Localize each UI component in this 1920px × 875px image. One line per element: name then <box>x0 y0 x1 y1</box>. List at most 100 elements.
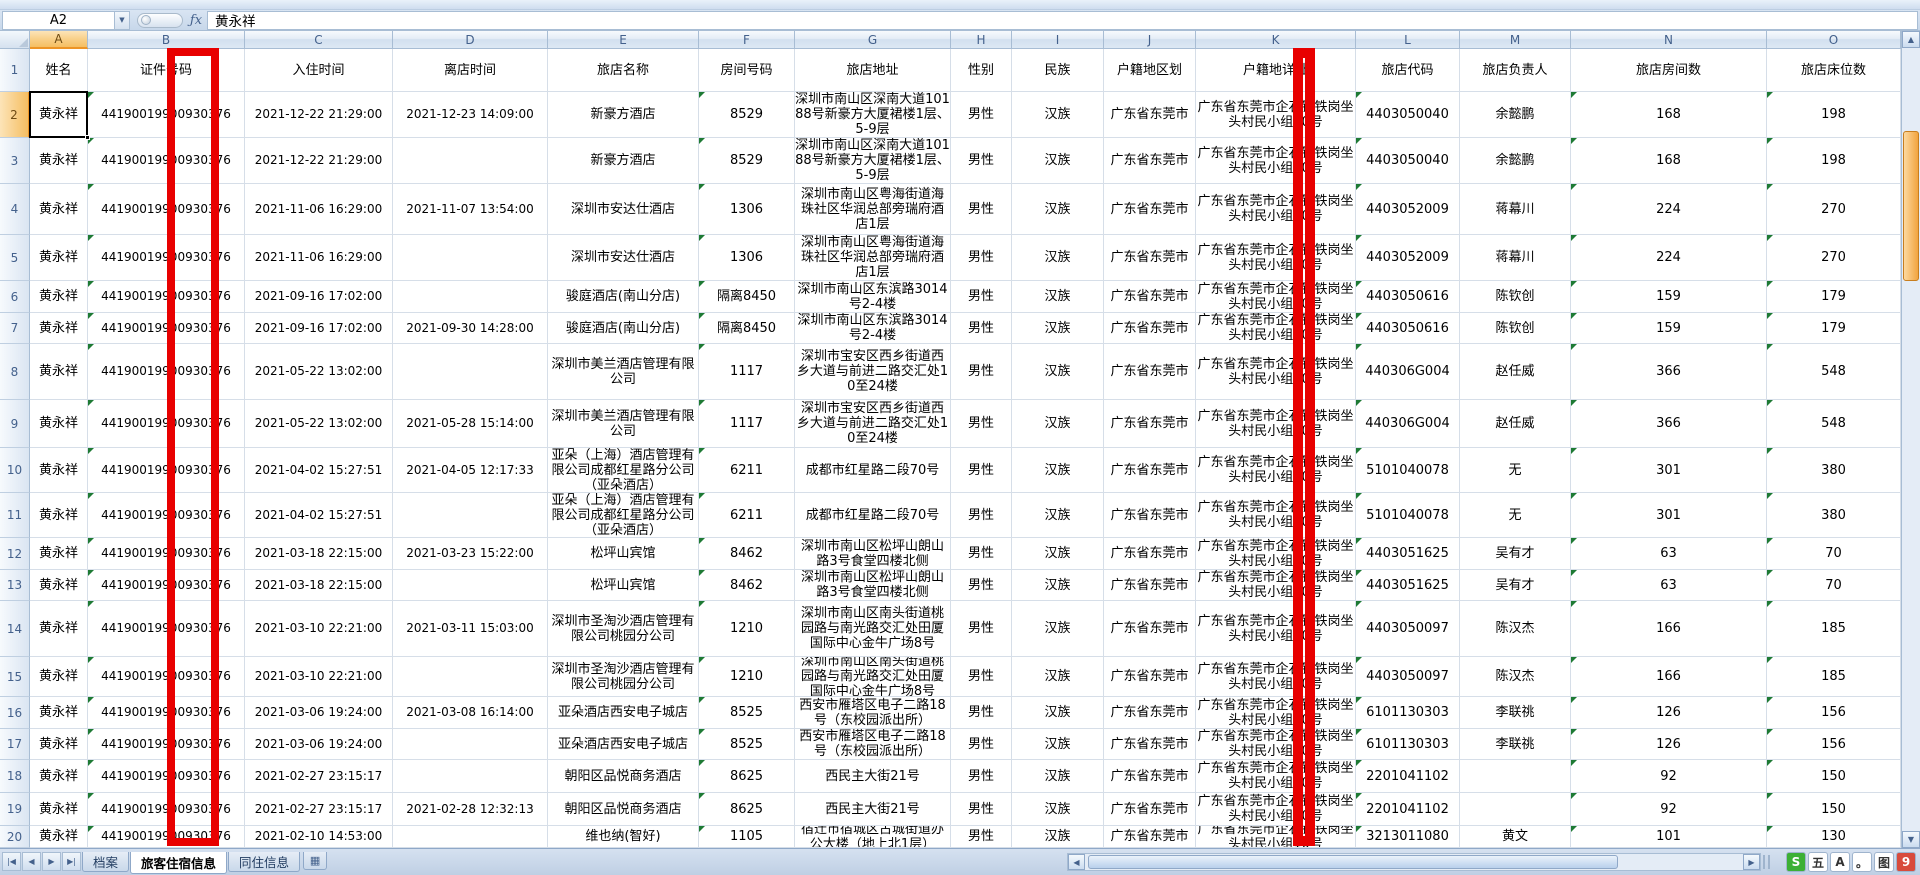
row-header-14[interactable]: 14 <box>0 601 30 657</box>
vertical-scroll-thumb[interactable] <box>1903 131 1919 281</box>
cell-I5[interactable]: 汉族 <box>1012 235 1104 281</box>
cell-N17[interactable]: 126 <box>1571 729 1767 760</box>
cell-O3[interactable]: 198 <box>1767 138 1901 184</box>
cell-N15[interactable]: 166 <box>1571 657 1767 697</box>
cell-J6[interactable]: 广东省东莞市 <box>1104 281 1196 313</box>
cell-N13[interactable]: 63 <box>1571 570 1767 601</box>
cell-G19[interactable]: 西民主大街21号 <box>795 793 951 826</box>
cell-N10[interactable]: 301 <box>1571 448 1767 493</box>
column-header-O[interactable]: O <box>1767 31 1901 49</box>
cell-B6[interactable]: 44190019900930376 <box>88 281 245 313</box>
cell-K6[interactable]: 广东省东莞市企石镇铁岗坐头村民小组10号 <box>1196 281 1356 313</box>
cell-L12[interactable]: 4403051625 <box>1356 538 1460 570</box>
cell-B5[interactable]: 44190019900930376 <box>88 235 245 281</box>
cell-E5[interactable]: 深圳市安达仕酒店 <box>548 235 699 281</box>
cell-B8[interactable]: 44190019900930376 <box>88 344 245 400</box>
cell-J4[interactable]: 广东省东莞市 <box>1104 184 1196 235</box>
cell-N20[interactable]: 101 <box>1571 826 1767 848</box>
cell-L2[interactable]: 4403050040 <box>1356 92 1460 138</box>
cell-I9[interactable]: 汉族 <box>1012 400 1104 448</box>
cell-N7[interactable]: 159 <box>1571 313 1767 344</box>
cell-A2[interactable]: 黄永祥 <box>30 92 88 138</box>
select-all-corner[interactable] <box>0 31 30 49</box>
cell-F2[interactable]: 8529 <box>699 92 795 138</box>
cell-L3[interactable]: 4403050040 <box>1356 138 1460 184</box>
ime-picture-icon[interactable]: 图 <box>1874 852 1894 872</box>
row-header-2[interactable]: 2 <box>0 92 30 138</box>
column-header-I[interactable]: I <box>1012 31 1104 49</box>
cell-H16[interactable]: 男性 <box>951 697 1012 729</box>
cell-L19[interactable]: 2201041102 <box>1356 793 1460 826</box>
cell-F14[interactable]: 1210 <box>699 601 795 657</box>
cell-A20[interactable]: 黄永祥 <box>30 826 88 848</box>
cell-G18[interactable]: 西民主大街21号 <box>795 760 951 793</box>
header-cell-N1[interactable]: 旅店房间数 <box>1571 49 1767 92</box>
cell-A19[interactable]: 黄永祥 <box>30 793 88 826</box>
cell-K10[interactable]: 广东省东莞市企石镇铁岗坐头村民小组10号 <box>1196 448 1356 493</box>
horizontal-scrollbar[interactable]: ◀ ▶ <box>1067 853 1761 871</box>
column-header-M[interactable]: M <box>1460 31 1571 49</box>
row-header-6[interactable]: 6 <box>0 281 30 313</box>
header-cell-F1[interactable]: 房间号码 <box>699 49 795 92</box>
cell-D3[interactable] <box>393 138 548 184</box>
cell-I18[interactable]: 汉族 <box>1012 760 1104 793</box>
cell-M6[interactable]: 陈钦创 <box>1460 281 1571 313</box>
cell-F4[interactable]: 1306 <box>699 184 795 235</box>
cell-L16[interactable]: 6101130303 <box>1356 697 1460 729</box>
cell-L17[interactable]: 6101130303 <box>1356 729 1460 760</box>
cell-L14[interactable]: 4403050097 <box>1356 601 1460 657</box>
row-header-18[interactable]: 18 <box>0 760 30 793</box>
cell-G6[interactable]: 深圳市南山区东滨路3014号2-4楼 <box>795 281 951 313</box>
cell-B16[interactable]: 44190019900930376 <box>88 697 245 729</box>
cell-L13[interactable]: 4403051625 <box>1356 570 1460 601</box>
cell-M8[interactable]: 赵任威 <box>1460 344 1571 400</box>
header-cell-L1[interactable]: 旅店代码 <box>1356 49 1460 92</box>
scroll-right-arrow-icon[interactable]: ▶ <box>1743 854 1760 870</box>
cell-H15[interactable]: 男性 <box>951 657 1012 697</box>
first-sheet-button[interactable]: |◀ <box>2 852 21 871</box>
cell-K2[interactable]: 广东省东莞市企石镇铁岗坐头村民小组10号 <box>1196 92 1356 138</box>
cell-H8[interactable]: 男性 <box>951 344 1012 400</box>
column-header-N[interactable]: N <box>1571 31 1767 49</box>
cell-N12[interactable]: 63 <box>1571 538 1767 570</box>
cell-B4[interactable]: 44190019900930376 <box>88 184 245 235</box>
cell-M7[interactable]: 陈钦创 <box>1460 313 1571 344</box>
cell-G2[interactable]: 深圳市南山区深南大道10188号新豪方大厦裙楼1层、5-9层 <box>795 92 951 138</box>
cell-E8[interactable]: 深圳市美兰酒店管理有限公司 <box>548 344 699 400</box>
cell-C5[interactable]: 2021-11-06 16:29:00 <box>245 235 393 281</box>
cell-G15[interactable]: 深圳市南山区南头街道桃园路与南光路交汇处田厦国际中心金牛广场8号 <box>795 657 951 697</box>
cell-M2[interactable]: 余懿鹏 <box>1460 92 1571 138</box>
cell-I13[interactable]: 汉族 <box>1012 570 1104 601</box>
cell-I17[interactable]: 汉族 <box>1012 729 1104 760</box>
cell-D5[interactable] <box>393 235 548 281</box>
cell-A18[interactable]: 黄永祥 <box>30 760 88 793</box>
sogou-ime-icon[interactable]: S <box>1786 852 1806 872</box>
cell-A6[interactable]: 黄永祥 <box>30 281 88 313</box>
ime-punctuation-icon[interactable]: 。 <box>1852 852 1872 872</box>
cell-D18[interactable] <box>393 760 548 793</box>
cell-O11[interactable]: 380 <box>1767 493 1901 538</box>
header-cell-I1[interactable]: 民族 <box>1012 49 1104 92</box>
cell-O18[interactable]: 150 <box>1767 760 1901 793</box>
cell-O19[interactable]: 150 <box>1767 793 1901 826</box>
cell-I7[interactable]: 汉族 <box>1012 313 1104 344</box>
sheet-tab-lvke-zhusu-xinxi[interactable]: 旅客住宿信息 <box>130 852 228 874</box>
cell-C13[interactable]: 2021-03-18 22:15:00 <box>245 570 393 601</box>
cell-A5[interactable]: 黄永祥 <box>30 235 88 281</box>
cell-N8[interactable]: 366 <box>1571 344 1767 400</box>
cell-G5[interactable]: 深圳市南山区粤海街道海珠社区华润总部旁瑞府酒店1层 <box>795 235 951 281</box>
cell-N11[interactable]: 301 <box>1571 493 1767 538</box>
cell-A17[interactable]: 黄永祥 <box>30 729 88 760</box>
cell-J15[interactable]: 广东省东莞市 <box>1104 657 1196 697</box>
sheet-tab-tongzhu-xinxi[interactable]: 同住信息 <box>228 852 301 872</box>
cell-N14[interactable]: 166 <box>1571 601 1767 657</box>
cell-L6[interactable]: 4403050616 <box>1356 281 1460 313</box>
cell-A14[interactable]: 黄永祥 <box>30 601 88 657</box>
cell-G3[interactable]: 深圳市南山区深南大道10188号新豪方大厦裙楼1层、5-9层 <box>795 138 951 184</box>
cell-F5[interactable]: 1306 <box>699 235 795 281</box>
cell-G4[interactable]: 深圳市南山区粤海街道海珠社区华润总部旁瑞府酒店1层 <box>795 184 951 235</box>
cell-F6[interactable]: 隔离8450 <box>699 281 795 313</box>
cell-I6[interactable]: 汉族 <box>1012 281 1104 313</box>
cell-O14[interactable]: 185 <box>1767 601 1901 657</box>
cell-N4[interactable]: 224 <box>1571 184 1767 235</box>
